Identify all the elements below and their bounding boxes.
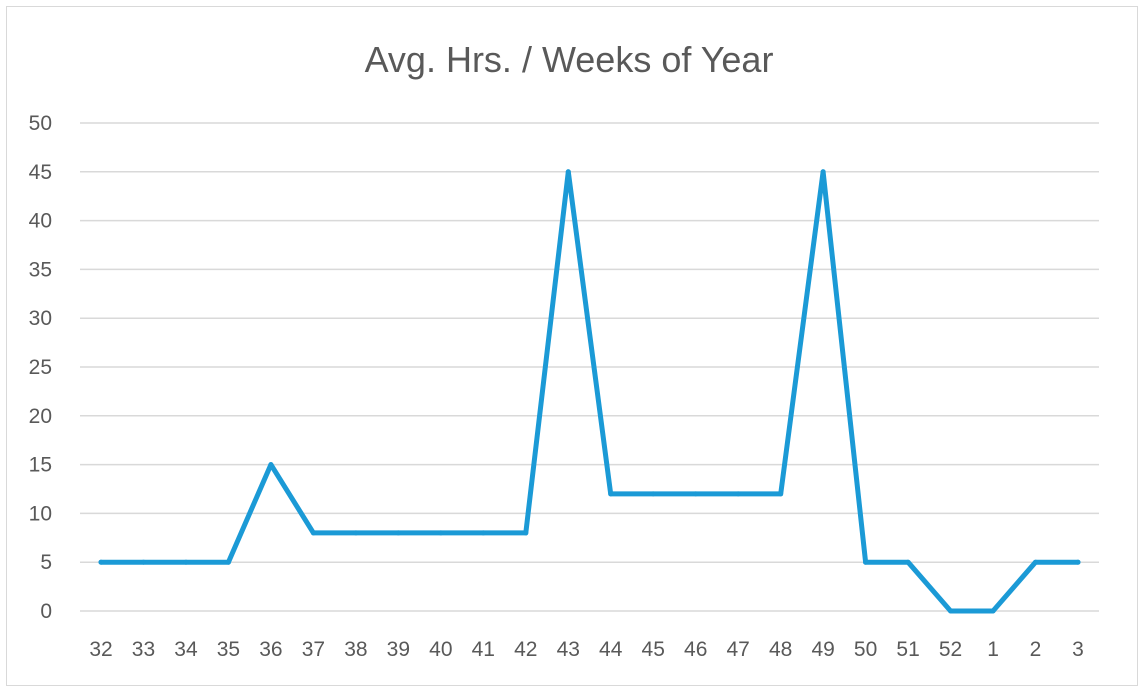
data-point <box>523 530 529 536</box>
data-point <box>608 491 614 497</box>
y-tick-label: 5 <box>40 551 52 574</box>
chart-title: Avg. Hrs. / Weeks of Year <box>365 39 774 80</box>
x-tick-label: 52 <box>939 638 962 661</box>
data-point <box>268 462 274 468</box>
x-tick-label: 2 <box>1030 638 1042 661</box>
data-point <box>480 530 486 536</box>
data-point <box>905 559 911 565</box>
x-tick-label: 32 <box>89 638 112 661</box>
x-axis-ticks: 32 33 34 35 36 37 38 39 40 41 42 43 44 45 46 47 48 49 50 51… <box>89 638 1084 661</box>
y-tick-label: 40 <box>29 210 52 233</box>
series-layer <box>98 169 1081 614</box>
x-tick-label: 47 <box>726 638 749 661</box>
x-tick-label: 51 <box>896 638 919 661</box>
data-point <box>1033 559 1039 565</box>
x-tick-label: 39 <box>387 638 410 661</box>
y-tick-label: 45 <box>29 161 52 184</box>
data-point <box>438 530 444 536</box>
data-point <box>650 491 656 497</box>
chart-frame <box>6 6 1138 686</box>
x-tick-label: 37 <box>302 638 325 661</box>
y-tick-label: 10 <box>29 502 52 525</box>
x-tick-label: 38 <box>344 638 367 661</box>
x-tick-label: 34 <box>174 638 198 661</box>
y-axis-ticks: 0 5 10 15 20 25 30 35 40 45 50 <box>29 112 52 623</box>
data-point <box>863 559 869 565</box>
y-tick-label: 50 <box>29 112 52 135</box>
data-point <box>990 608 996 614</box>
data-point <box>183 559 189 565</box>
data-point <box>778 491 784 497</box>
data-point <box>310 530 316 536</box>
x-tick-label: 35 <box>217 638 240 661</box>
y-tick-label: 0 <box>40 600 52 623</box>
data-point <box>1075 559 1081 565</box>
data-point <box>948 608 954 614</box>
data-point <box>693 491 699 497</box>
data-point <box>140 559 146 565</box>
x-tick-label: 50 <box>854 638 877 661</box>
y-tick-label: 30 <box>29 307 52 330</box>
data-point <box>565 169 571 175</box>
data-point <box>225 559 231 565</box>
x-tick-label: 43 <box>557 638 580 661</box>
x-tick-label: 46 <box>684 638 707 661</box>
data-point <box>735 491 741 497</box>
x-tick-label: 44 <box>599 638 623 661</box>
x-tick-label: 45 <box>642 638 665 661</box>
x-tick-label: 41 <box>472 638 495 661</box>
data-point <box>98 559 104 565</box>
x-tick-label: 1 <box>987 638 999 661</box>
y-tick-label: 15 <box>29 454 52 477</box>
data-point <box>820 169 826 175</box>
y-tick-label: 25 <box>29 356 52 379</box>
x-tick-label: 48 <box>769 638 792 661</box>
x-tick-label: 36 <box>259 638 282 661</box>
y-tick-label: 35 <box>29 258 52 281</box>
x-tick-label: 3 <box>1072 638 1084 661</box>
data-point <box>353 530 359 536</box>
gridlines <box>80 122 1099 612</box>
x-tick-label: 33 <box>132 638 155 661</box>
x-tick-label: 42 <box>514 638 537 661</box>
x-tick-label: 40 <box>429 638 452 661</box>
y-tick-label: 20 <box>29 405 52 428</box>
data-point <box>395 530 401 536</box>
series-line-0 <box>98 169 1081 614</box>
x-tick-label: 49 <box>811 638 834 661</box>
